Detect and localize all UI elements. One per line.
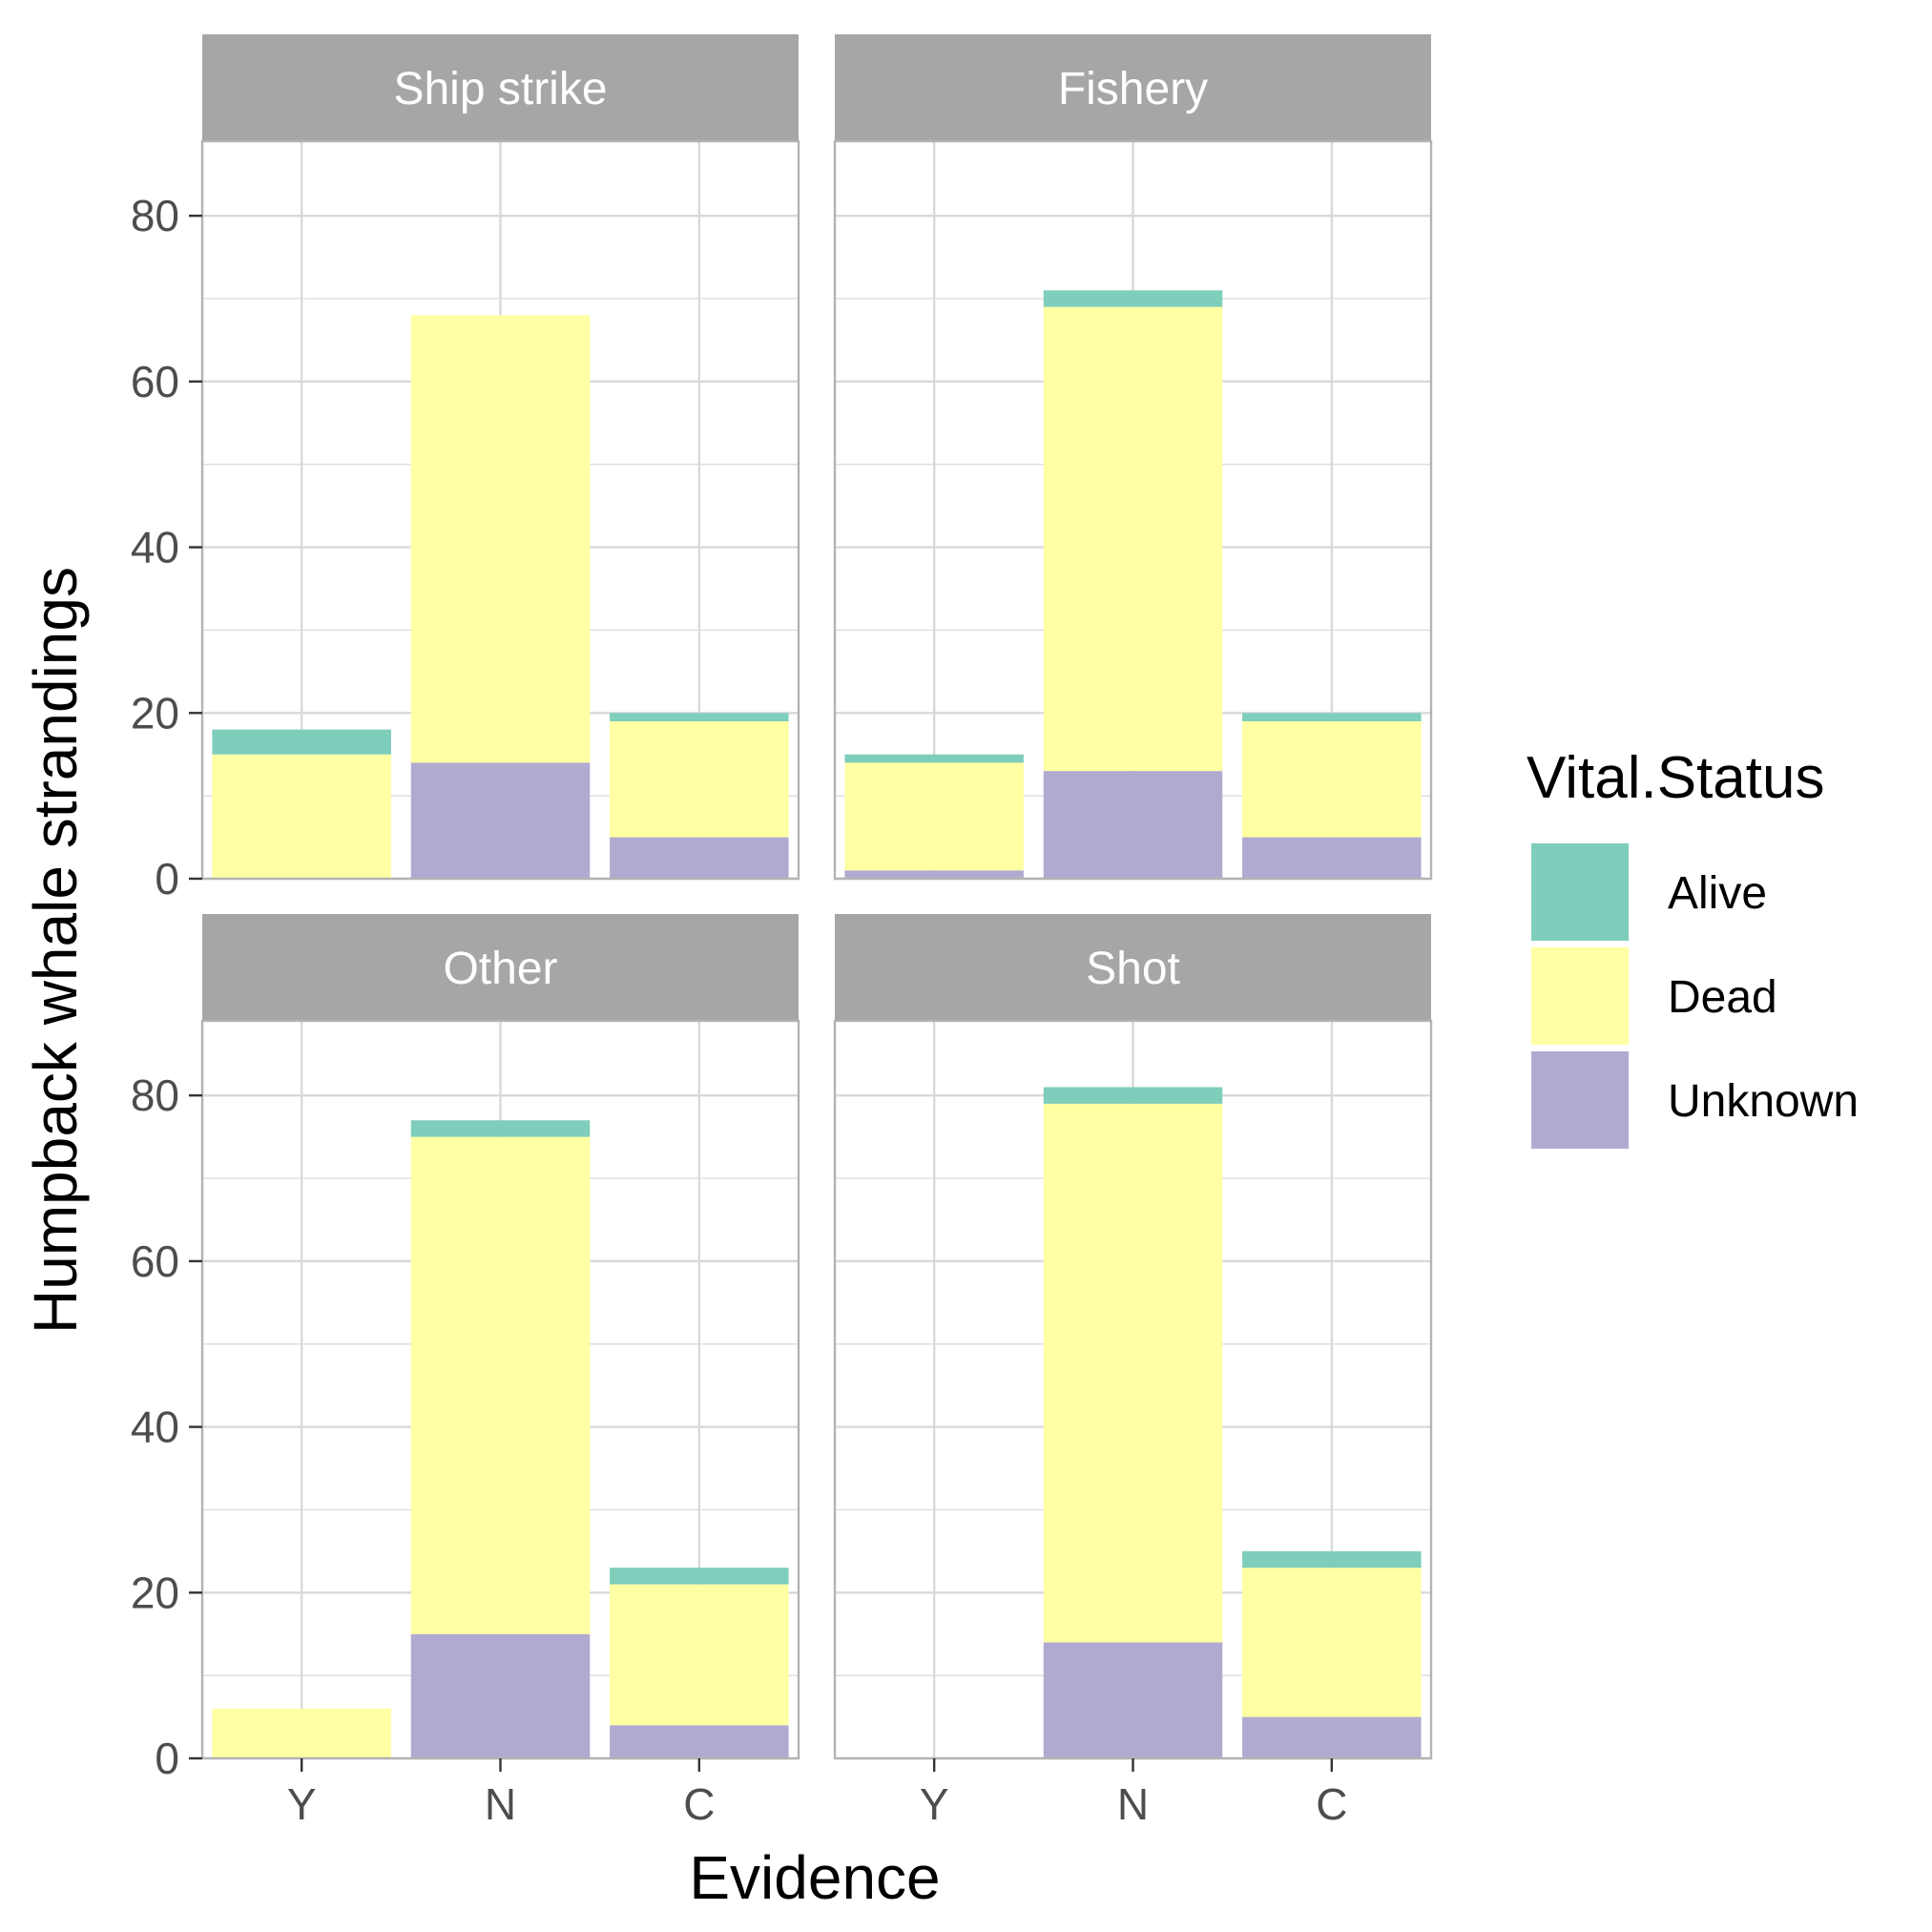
bar-alive-n bbox=[410, 1120, 591, 1137]
bar-alive-c bbox=[1242, 713, 1422, 721]
bar-unknown-n bbox=[1043, 771, 1223, 879]
strip-label: Ship strike bbox=[393, 64, 607, 114]
strip-background bbox=[835, 34, 1431, 141]
legend-key bbox=[1531, 947, 1629, 1045]
y-tick-label: 60 bbox=[131, 357, 179, 406]
bars bbox=[212, 1120, 789, 1758]
strip-label: Fishery bbox=[1058, 64, 1208, 114]
legend-item-dead: Dead bbox=[1531, 947, 1777, 1045]
legend-item-alive: Alive bbox=[1531, 843, 1767, 941]
x-tick-label: C bbox=[1316, 1779, 1347, 1829]
bar-dead-c bbox=[1242, 720, 1422, 838]
x-tick-label: N bbox=[485, 1779, 516, 1829]
bar-dead-y bbox=[212, 754, 391, 879]
bars bbox=[844, 290, 1422, 879]
bar-alive-c bbox=[610, 713, 789, 721]
y-tick-label: 80 bbox=[131, 191, 179, 240]
legend-label: Unknown bbox=[1668, 1076, 1859, 1127]
bar-dead-y bbox=[212, 1708, 391, 1758]
panel-fishery: Fishery bbox=[833, 34, 1433, 881]
legend-label: Alive bbox=[1668, 868, 1767, 919]
legend: Vital.Status Alive Dead Unknown bbox=[1527, 745, 1859, 1149]
x-tick-label: Y bbox=[287, 1779, 317, 1829]
bar-unknown-n bbox=[410, 1633, 591, 1758]
y-tick-label: 0 bbox=[155, 1734, 179, 1783]
panel-other: Other bbox=[200, 914, 800, 1760]
bars bbox=[1043, 1087, 1422, 1758]
panel-ship-strike: Ship strike bbox=[200, 34, 800, 881]
strip-background bbox=[202, 914, 799, 1021]
axes: 0 20 40 60 80 0 20 40 60 80 Y N C Y N C bbox=[131, 191, 1348, 1829]
legend-key bbox=[1531, 1051, 1629, 1149]
bar-dead-n bbox=[1043, 306, 1223, 772]
facet-panels: Ship strike Fishery Other Shot bbox=[200, 34, 1433, 1760]
bar-dead-n bbox=[1043, 1103, 1223, 1643]
y-tick-label: 0 bbox=[155, 854, 179, 904]
bar-dead-n bbox=[410, 1136, 591, 1634]
panel-border bbox=[833, 139, 1433, 881]
y-tick-label: 20 bbox=[131, 688, 179, 737]
bar-dead-c bbox=[610, 720, 789, 838]
y-tick-label: 40 bbox=[131, 1402, 179, 1452]
bar-alive-y bbox=[212, 729, 391, 755]
legend-item-unknown: Unknown bbox=[1531, 1051, 1859, 1149]
bar-unknown-c bbox=[1242, 837, 1422, 879]
bar-alive-c bbox=[1242, 1550, 1422, 1568]
x-tick-label: C bbox=[683, 1779, 715, 1829]
bars bbox=[212, 315, 789, 879]
legend-label: Dead bbox=[1668, 972, 1777, 1023]
legend-key bbox=[1531, 843, 1629, 941]
strip-background bbox=[835, 914, 1431, 1021]
bar-alive-n bbox=[1043, 1087, 1223, 1104]
x-tick-label: Y bbox=[920, 1779, 949, 1829]
y-axis-title: Humpback whale strandings bbox=[21, 567, 90, 1334]
y-tick-label: 20 bbox=[131, 1568, 179, 1617]
bar-dead-n bbox=[410, 315, 591, 763]
panel-shot: Shot bbox=[833, 914, 1433, 1760]
y-tick-label: 60 bbox=[131, 1236, 179, 1286]
bar-unknown-n bbox=[410, 762, 591, 879]
bar-alive-n bbox=[1043, 290, 1223, 307]
bar-alive-c bbox=[610, 1568, 789, 1585]
bar-dead-c bbox=[1242, 1568, 1422, 1717]
x-axis-title: Evidence bbox=[689, 1843, 940, 1912]
strip-background bbox=[202, 34, 799, 141]
x-tick-label: N bbox=[1117, 1779, 1149, 1829]
bar-unknown-n bbox=[1043, 1642, 1223, 1758]
panel-border bbox=[200, 139, 800, 881]
legend-title: Vital.Status bbox=[1527, 745, 1824, 811]
strip-label: Other bbox=[443, 944, 557, 994]
bar-unknown-c bbox=[1242, 1716, 1422, 1758]
bar-dead-c bbox=[610, 1584, 789, 1726]
bar-alive-y bbox=[844, 754, 1024, 763]
bar-unknown-c bbox=[610, 837, 789, 879]
bar-unknown-c bbox=[610, 1725, 789, 1758]
bar-dead-y bbox=[844, 762, 1024, 871]
y-tick-label: 40 bbox=[131, 523, 179, 572]
strip-label: Shot bbox=[1086, 944, 1180, 994]
y-tick-label: 80 bbox=[131, 1070, 179, 1120]
bar-unknown-y bbox=[844, 870, 1024, 879]
